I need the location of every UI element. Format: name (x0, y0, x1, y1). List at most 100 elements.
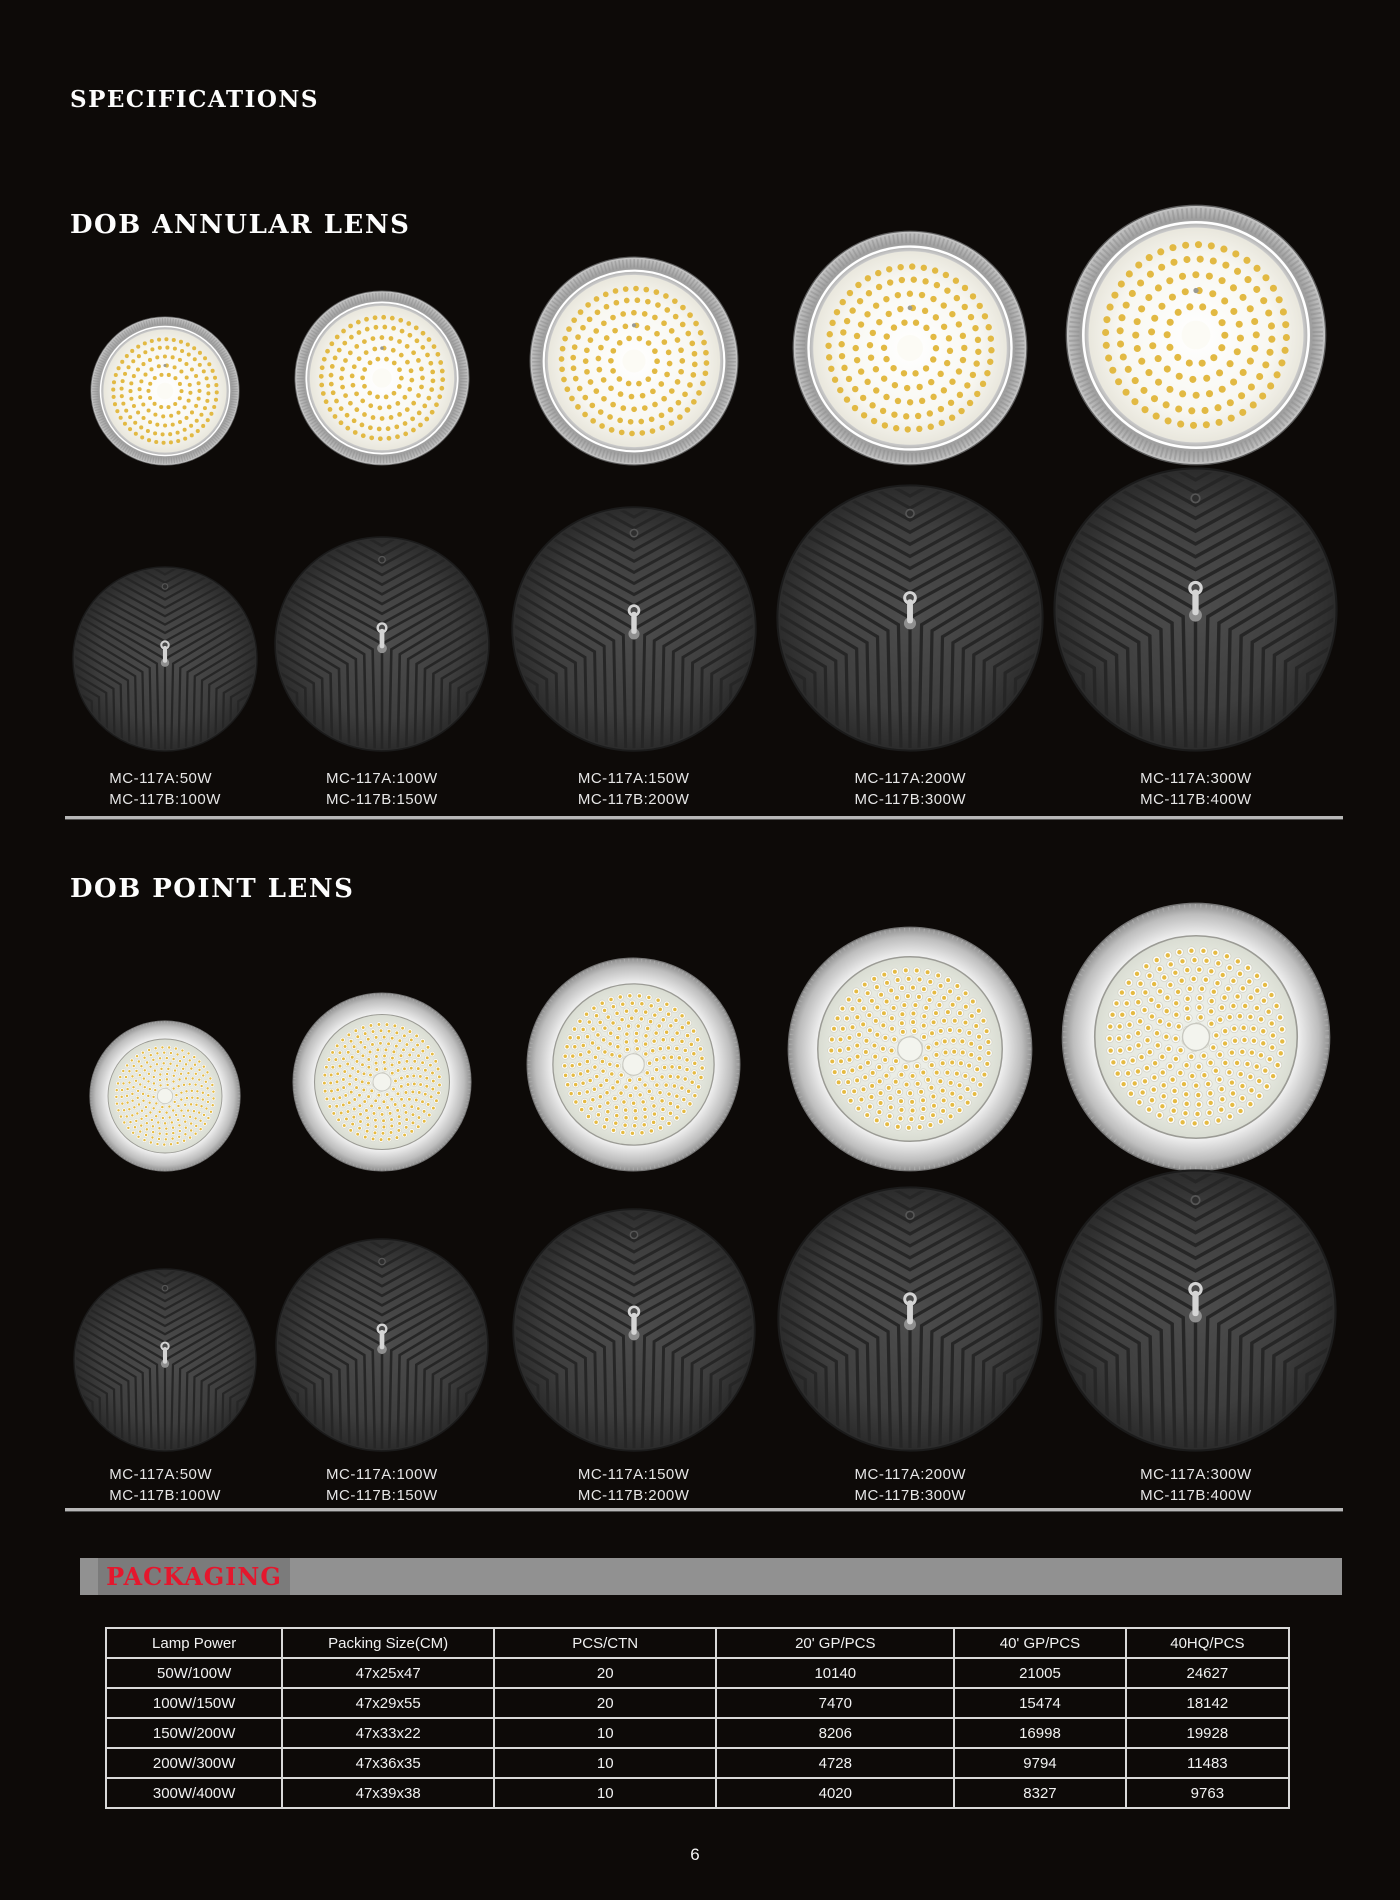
packaging-table-cell: 21005 (953, 1657, 1127, 1689)
packaging-table-row: 100W/150W 47x29x55 20 7470 15474 18142 (104, 1687, 1291, 1719)
heatsink-back-image (275, 1238, 489, 1452)
product-heatsink-cell (65, 1176, 265, 1452)
product-front-cell (498, 900, 768, 1172)
section-divider (65, 816, 1343, 819)
eyebolt-icon (627, 1305, 640, 1341)
packaging-table-cell: 7470 (715, 1687, 956, 1719)
product-front-cell (65, 196, 265, 466)
heatsink-back-image (274, 536, 490, 752)
product-model-a: MC-117A:200W (854, 770, 967, 787)
packaging-banner: PACKAGING (80, 1558, 1342, 1595)
product-model-a: MC-117A:50W (109, 1466, 213, 1483)
point-lens-front-image (526, 957, 741, 1172)
packaging-table-header-cell: Packing Size(CM) (281, 1627, 496, 1659)
packaging-table-cell: 100W/150W (104, 1687, 284, 1719)
product-heatsink-cell (265, 1176, 498, 1452)
annular-lens-front-image (792, 230, 1028, 466)
point-label-row: MC-117A:50W MC-117B:100W MC-117A:100W MC-11… (65, 1458, 1340, 1506)
heatsink-back-image (511, 1208, 756, 1452)
product-front-cell (65, 900, 265, 1172)
product-model-b: MC-117B:200W (577, 791, 690, 808)
packaging-table-cell: 47x33x22 (281, 1717, 496, 1749)
packaging-table-row: 300W/400W 47x39x38 10 4020 8327 9763 (104, 1777, 1291, 1809)
product-front-cell (1052, 196, 1340, 466)
point-lens-front-image (787, 926, 1033, 1172)
product-label-cell: MC-117A:150W MC-117B:200W (498, 762, 768, 810)
packaging-table-cell: 200W/300W (104, 1747, 284, 1779)
product-heatsink-cell (265, 468, 498, 752)
product-model-b: MC-117B:100W (109, 791, 221, 808)
product-front-cell (769, 900, 1052, 1172)
packaging-table-cell: 47x29x55 (281, 1687, 496, 1719)
eyebolt-icon (1188, 1282, 1204, 1323)
packaging-table-cell: 47x25x47 (281, 1657, 496, 1689)
packaging-banner-label-box: PACKAGING (98, 1558, 290, 1595)
product-heatsink-cell (769, 1176, 1052, 1452)
packaging-table-cell: 10 (493, 1777, 718, 1809)
product-model-b: MC-117B:150W (326, 1487, 438, 1504)
product-label-cell: MC-117A:100W MC-117B:150W (265, 1458, 498, 1506)
product-heatsink-cell (1052, 467, 1340, 752)
annular-lens-front-image (1065, 204, 1327, 466)
annular-heatsink-row (65, 467, 1340, 752)
annular-label-row: MC-117A:50W MC-117B:100W MC-117A:100W MC-11… (65, 762, 1340, 810)
packaging-table-cell: 11483 (1124, 1747, 1291, 1779)
page-number: 6 (690, 1845, 700, 1864)
packaging-table-cell: 9763 (1124, 1777, 1291, 1809)
packaging-table-cell: 24627 (1124, 1657, 1291, 1689)
packaging-table-cell: 47x39x38 (281, 1777, 496, 1809)
product-heatsink-cell (498, 468, 768, 752)
product-label-cell: MC-117A:200W MC-117B:300W (769, 762, 1052, 810)
page-title: SPECIFICATIONS (70, 86, 320, 113)
product-front-cell (769, 196, 1052, 466)
product-model-b: MC-117B:400W (1140, 1487, 1252, 1504)
packaging-table-cell: 20 (493, 1657, 718, 1689)
packaging-table-cell: 15474 (953, 1687, 1127, 1719)
product-model-b: MC-117B:200W (577, 1487, 690, 1504)
product-heatsink-cell (769, 468, 1052, 752)
product-label-cell: MC-117A:200W MC-117B:300W (769, 1458, 1052, 1506)
product-front-cell (1052, 900, 1340, 1172)
eyebolt-icon (903, 591, 918, 630)
heatsink-back-image (510, 506, 757, 752)
packaging-table-row: 150W/200W 47x33x22 10 8206 16998 19928 (104, 1717, 1291, 1749)
section-heading-point: DOB POINT LENS (70, 874, 355, 904)
product-front-cell (498, 196, 768, 466)
annular-lens-front-image (294, 290, 470, 466)
product-model-a: MC-117A:300W (1140, 1466, 1252, 1483)
packaging-table-cell: 10 (493, 1717, 718, 1749)
section-divider (65, 1508, 1343, 1511)
packaging-table-cell: 18142 (1124, 1687, 1291, 1719)
eyebolt-icon (376, 622, 388, 654)
point-lens-front-image (89, 1020, 241, 1172)
eyebolt-icon (160, 640, 170, 667)
product-model-a: MC-117A:300W (1140, 770, 1252, 787)
packaging-table-cell: 8327 (953, 1777, 1127, 1809)
eyebolt-icon (160, 1341, 170, 1368)
product-heatsink-cell (498, 1176, 768, 1452)
product-model-b: MC-117B:150W (326, 791, 438, 808)
packaging-table-cell: 20 (493, 1687, 718, 1719)
packaging-banner-label: PACKAGING (106, 1562, 282, 1591)
packaging-table-cell: 19928 (1124, 1717, 1291, 1749)
packaging-table-cell: 9794 (953, 1747, 1127, 1779)
packaging-table-row: 50W/100W 47x25x47 20 10140 21005 24627 (104, 1657, 1291, 1689)
product-label-cell: MC-117A:100W MC-117B:150W (265, 762, 498, 810)
product-model-a: MC-117A:200W (854, 1466, 967, 1483)
packaging-table-header-cell: PCS/CTN (493, 1627, 718, 1659)
product-model-b: MC-117B:100W (109, 1487, 221, 1504)
packaging-table-cell: 10 (493, 1747, 718, 1779)
eyebolt-icon (1188, 580, 1204, 622)
packaging-table-header-cell: 40HQ/PCS (1124, 1627, 1291, 1659)
annular-front-row (65, 196, 1340, 466)
packaging-table-header-cell: 40' GP/PCS (953, 1627, 1127, 1659)
point-front-row (65, 900, 1340, 1172)
packaging-table-cell: 10140 (715, 1657, 956, 1689)
section-heading-annular: DOB ANNULAR LENS (70, 210, 411, 240)
heatsink-back-image (72, 566, 258, 752)
eyebolt-icon (376, 1323, 388, 1355)
heatsink-back-image (1054, 1169, 1338, 1452)
point-lens-front-image (1061, 902, 1331, 1172)
product-model-b: MC-117B:300W (854, 1487, 967, 1504)
